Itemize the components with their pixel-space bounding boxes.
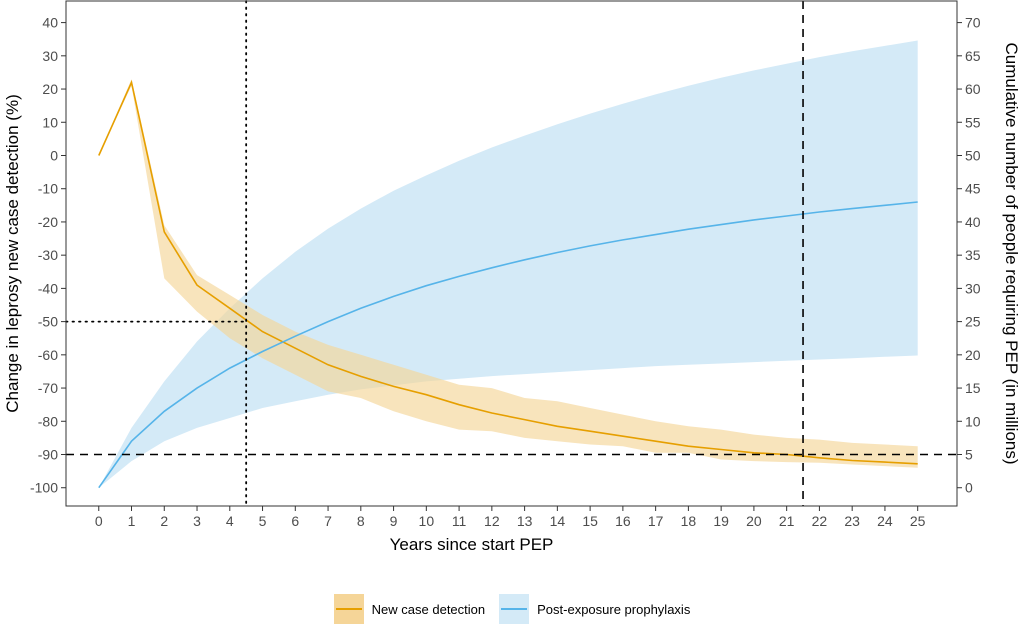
- x-tick-label: 4: [226, 513, 234, 529]
- legend-label: New case detection: [371, 601, 486, 617]
- y-left-axis: 40 30 20 10 0 -10 -20 -30 -40 -50 -60 -70 -80 -90 -100: [30, 15, 66, 496]
- reference-lines: [65, 0, 957, 507]
- x-tick-label: 8: [357, 513, 365, 529]
- y-right-tick-label: 35: [965, 247, 981, 263]
- band-new-case-detection: [98, 79, 918, 468]
- x-tick-label: 13: [517, 513, 533, 529]
- y-left-tick-label: -10: [38, 181, 58, 197]
- y-left-axis-title: Change in leprosy new case detection (%): [3, 94, 22, 412]
- y-left-tick-label: -100: [30, 480, 58, 496]
- y-left-tick-label: 30: [42, 48, 58, 64]
- y-right-axis-title: Cumulative number of people requiring PE…: [1002, 42, 1021, 464]
- x-tick-label: 18: [681, 513, 697, 529]
- y-right-tick-label: 60: [965, 81, 981, 97]
- x-tick-label: 2: [160, 513, 168, 529]
- line-post-exposure-prophylaxis: [98, 201, 918, 489]
- y-right-tick-label: 50: [965, 147, 981, 163]
- y-left-tick-label: 10: [42, 114, 58, 130]
- y-left-tick-label: -80: [38, 413, 58, 429]
- legend-label: Post-exposure prophylaxis: [537, 601, 691, 617]
- y-left-tick-label: -30: [38, 247, 58, 263]
- x-tick-label: 10: [419, 513, 435, 529]
- x-tick-label: 21: [779, 513, 795, 529]
- x-tick-label: 7: [324, 513, 332, 529]
- x-tick-label: 22: [812, 513, 828, 529]
- y-left-tick-label: 0: [50, 147, 58, 163]
- y-right-tick-label: 15: [965, 380, 981, 396]
- legend-item-new-case-detection: New case detection: [333, 594, 486, 624]
- y-left-tick-label: -70: [38, 380, 58, 396]
- legend: New case detection Post-exposure prophyl…: [0, 594, 1024, 624]
- y-left-tick-label: -90: [38, 447, 58, 463]
- y-right-tick-label: 10: [965, 413, 981, 429]
- legend-item-post-exposure-prophylaxis: Post-exposure prophylaxis: [499, 594, 690, 624]
- y-right-tick-label: 70: [965, 15, 981, 31]
- x-tick-label: 25: [910, 513, 926, 529]
- y-right-tick-label: 30: [965, 280, 981, 296]
- x-tick-label: 0: [95, 513, 103, 529]
- x-tick-label: 15: [582, 513, 598, 529]
- y-left-tick-label: -20: [38, 214, 58, 230]
- x-tick-label: 20: [746, 513, 762, 529]
- x-tick-label: 14: [550, 513, 566, 529]
- x-tick-label: 6: [291, 513, 299, 529]
- y-right-tick-label: 5: [965, 447, 973, 463]
- x-tick-label: 3: [193, 513, 201, 529]
- y-left-tick-label: -60: [38, 347, 58, 363]
- x-tick-label: 17: [648, 513, 664, 529]
- legend-key-post-exposure-prophylaxis: [499, 594, 530, 624]
- legend-line: [501, 608, 528, 610]
- y-right-tick-label: 65: [965, 48, 981, 64]
- y-right-tick-label: 0: [965, 480, 973, 496]
- x-tick-label: 16: [615, 513, 631, 529]
- y-right-tick-label: 55: [965, 114, 981, 130]
- y-left-tick-label: -40: [38, 280, 58, 296]
- x-axis: 0 1 2 3 4 5 6 7 8 9 10 11 12 13 14 15 16 17 18 19 20 21 22 23 24…: [95, 506, 926, 529]
- y-right-tick-label: 45: [965, 181, 981, 197]
- x-tick-label: 11: [452, 513, 467, 529]
- x-tick-label: 23: [844, 513, 860, 529]
- legend-key-new-case-detection: [333, 594, 364, 624]
- y-left-tick-label: -50: [38, 314, 58, 330]
- y-right-tick-label: 25: [965, 314, 981, 330]
- plot-panel-border: [65, 0, 958, 507]
- x-tick-label: 24: [877, 513, 893, 529]
- y-right-tick-label: 20: [965, 347, 981, 363]
- chart: 0 1 2 3 4 5 6 7 8 9 10 11 12 13 14 15 16 17 18 19 20 21 22 23 24…: [3, 0, 1021, 554]
- x-tick-label: 12: [484, 513, 500, 529]
- x-tick-label: 1: [128, 513, 136, 529]
- y-left-tick-label: 20: [42, 81, 58, 97]
- x-tick-label: 9: [390, 513, 398, 529]
- y-left-tick-label: 40: [42, 15, 58, 31]
- x-tick-label: 19: [713, 513, 729, 529]
- y-right-tick-label: 40: [965, 214, 981, 230]
- x-axis-title: Years since start PEP: [390, 535, 554, 554]
- legend-line: [335, 608, 362, 610]
- x-tick-label: 5: [259, 513, 267, 529]
